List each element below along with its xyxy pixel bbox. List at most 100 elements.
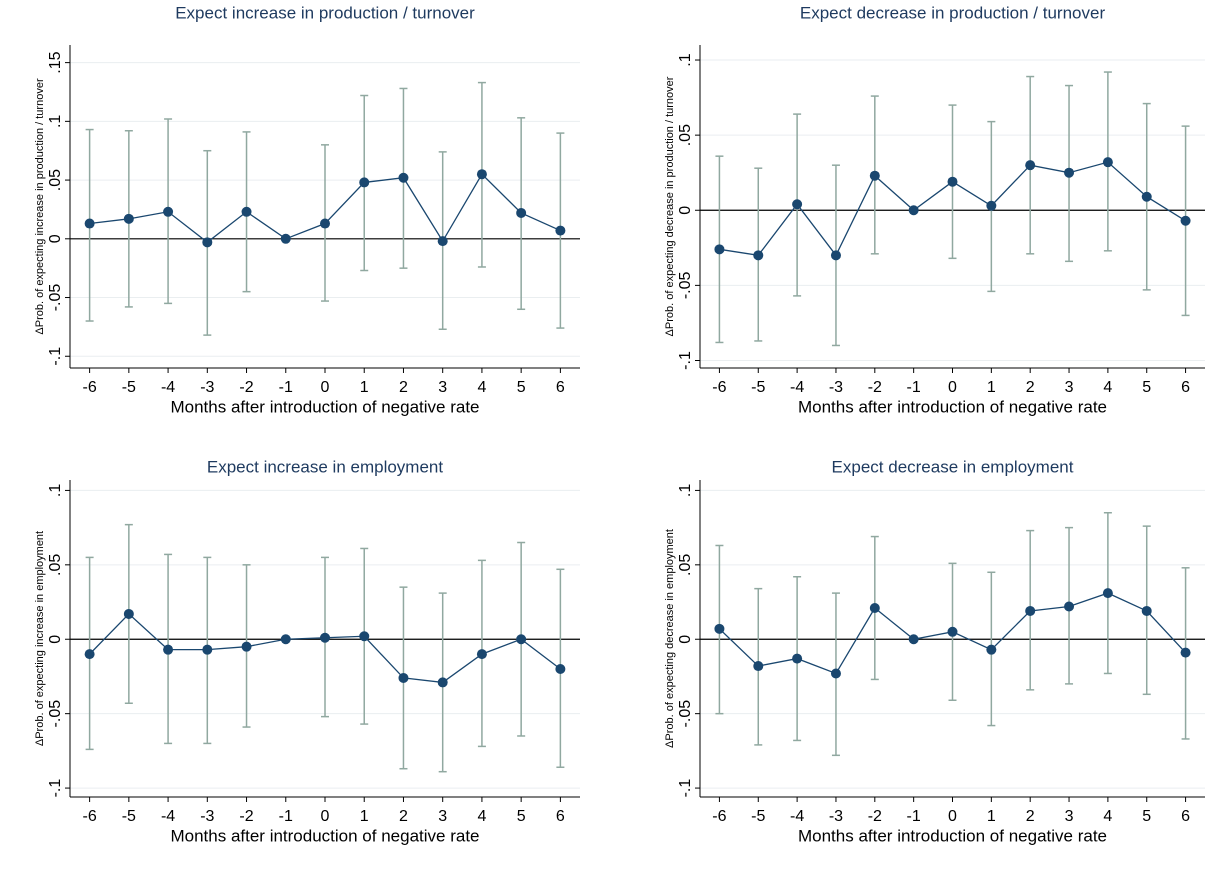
x-tick-label: 1 xyxy=(360,379,369,396)
y-tick-label: -.1 xyxy=(677,779,694,798)
point xyxy=(398,172,409,183)
x-tick-label: 2 xyxy=(1026,379,1035,396)
point xyxy=(163,644,174,655)
x-tick-label: 2 xyxy=(399,808,408,825)
x-tick-label: -1 xyxy=(279,808,293,825)
y-tick-label: .1 xyxy=(47,115,64,128)
x-tick-label: 4 xyxy=(1103,379,1112,396)
x-tick-label: 5 xyxy=(1142,379,1151,396)
y-tick-label: 0 xyxy=(677,206,694,215)
x-tick-label: -4 xyxy=(161,379,175,396)
chart-title: Expect increase in employment xyxy=(207,457,444,476)
point xyxy=(476,649,487,660)
point xyxy=(123,213,134,224)
y-tick-label: .15 xyxy=(47,51,64,73)
panel: -.1 -.05 0 .05 .1 -6 -5 -4 -3 -2 -1 0 1 2 3 4 5 6 Expect i… xyxy=(34,457,580,845)
point xyxy=(359,177,370,188)
y-axis-label: ΔProb. of expecting increase in employme… xyxy=(34,531,46,746)
x-tick-label: -6 xyxy=(712,808,726,825)
y-tick-label: -.05 xyxy=(47,284,64,312)
x-tick-label: -5 xyxy=(751,808,765,825)
point xyxy=(84,218,95,229)
y-tick-label: -.05 xyxy=(677,271,694,299)
point xyxy=(1180,215,1191,226)
y-tick-label: .1 xyxy=(677,53,694,66)
point xyxy=(908,205,919,216)
point xyxy=(830,668,841,679)
point xyxy=(241,206,252,217)
panel: -.1 -.05 0 .05 .1 -6 -5 -4 -3 -2 -1 0 1 2 3 4 5 6 Expect d… xyxy=(664,457,1205,845)
point xyxy=(792,653,803,664)
point xyxy=(986,644,997,655)
x-tick-label: 5 xyxy=(517,379,526,396)
x-tick-label: -4 xyxy=(790,808,804,825)
x-tick-label: -1 xyxy=(907,379,921,396)
x-tick-label: 4 xyxy=(477,808,486,825)
point xyxy=(280,233,291,244)
chart-title: Expect decrease in employment xyxy=(832,457,1074,476)
x-tick-label: 4 xyxy=(477,379,486,396)
y-tick-label: .05 xyxy=(677,554,694,576)
point xyxy=(1025,605,1036,616)
x-axis-label: Months after introduction of negative ra… xyxy=(170,397,479,416)
y-axis-label: ΔProb. of expecting increase in producti… xyxy=(34,78,46,335)
point xyxy=(869,170,880,181)
y-tick-label: .05 xyxy=(677,124,694,146)
chart-title: Expect increase in production / turnover xyxy=(175,3,475,22)
x-tick-label: -4 xyxy=(161,808,175,825)
chart-title: Expect decrease in production / turnover xyxy=(800,3,1106,22)
x-tick-label: 6 xyxy=(556,379,565,396)
x-tick-label: -1 xyxy=(907,808,921,825)
y-tick-label: -.1 xyxy=(677,351,694,370)
point xyxy=(241,641,252,652)
x-tick-label: 3 xyxy=(438,379,447,396)
x-tick-label: -3 xyxy=(200,808,214,825)
y-tick-label: -.05 xyxy=(677,700,694,728)
point xyxy=(1064,601,1075,612)
point xyxy=(869,602,880,613)
x-tick-label: 6 xyxy=(556,808,565,825)
point xyxy=(202,237,213,248)
x-tick-label: 6 xyxy=(1181,808,1190,825)
x-tick-label: 5 xyxy=(1142,808,1151,825)
x-tick-label: -4 xyxy=(790,379,804,396)
x-tick-label: -6 xyxy=(82,379,96,396)
point xyxy=(753,661,764,672)
point xyxy=(1102,588,1113,599)
point xyxy=(163,206,174,217)
x-tick-label: 1 xyxy=(987,379,996,396)
y-tick-label: -.05 xyxy=(47,700,64,728)
point xyxy=(1102,157,1113,168)
y-tick-label: 0 xyxy=(47,635,64,644)
x-axis-label: Months after introduction of negative ra… xyxy=(798,826,1107,845)
point xyxy=(516,634,527,645)
panel: -.1 -.05 0 .05 .1 -6 -5 -4 -3 -2 -1 0 1 2 3 4 5 6 Expect d… xyxy=(664,3,1205,416)
point xyxy=(516,207,527,218)
point xyxy=(753,250,764,261)
x-tick-label: 1 xyxy=(360,808,369,825)
x-tick-label: 3 xyxy=(1065,808,1074,825)
x-tick-label: 0 xyxy=(321,379,330,396)
point xyxy=(947,176,958,187)
x-tick-label: -2 xyxy=(239,808,253,825)
x-tick-label: -5 xyxy=(122,379,136,396)
x-tick-label: -3 xyxy=(829,808,843,825)
x-tick-label: -2 xyxy=(868,379,882,396)
x-tick-label: 2 xyxy=(1026,808,1035,825)
point xyxy=(947,626,958,637)
y-tick-label: .05 xyxy=(47,169,64,191)
point xyxy=(986,200,997,211)
y-tick-label: -.1 xyxy=(47,779,64,798)
x-tick-label: 6 xyxy=(1181,379,1190,396)
point xyxy=(714,244,725,255)
x-tick-label: 5 xyxy=(517,808,526,825)
point xyxy=(437,677,448,688)
point xyxy=(320,632,330,643)
y-tick-label: .05 xyxy=(47,554,64,576)
x-tick-label: -5 xyxy=(751,379,765,396)
y-tick-label: -.1 xyxy=(47,347,64,366)
x-tick-label: 3 xyxy=(1065,379,1074,396)
point xyxy=(437,236,448,247)
point xyxy=(1141,605,1152,616)
